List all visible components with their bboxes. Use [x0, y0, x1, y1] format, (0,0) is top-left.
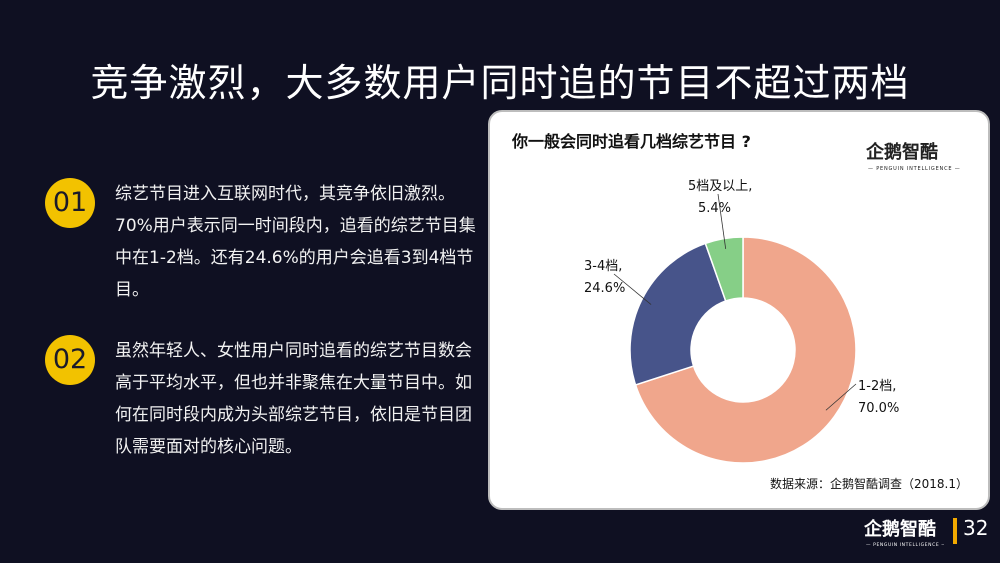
slide-title: 竞争激烈，大多数用户同时追的节目不超过两档	[90, 61, 910, 105]
penguin-intelligence-logo: 企鹅智酷 — PENGUIN INTELLIGENCE —	[865, 141, 961, 172]
leader-line	[613, 273, 652, 305]
chart-panel: 1-2档, 70.0% 3-4档, 24.6% 5档及以上, 5.4% 你一般会同时追看几…	[488, 110, 990, 510]
slice-category-label: 5档及以上,	[688, 179, 752, 194]
leader-line	[717, 193, 727, 250]
point-number-badge: 02	[45, 335, 95, 385]
svg-text:— PENGUIN INTELLIGENCE —: — PENGUIN INTELLIGENCE —	[868, 166, 961, 172]
point-01: 01 综艺节目进入互联网时代，其竞争依旧激烈。70%用户表示同一时间段内，追看的…	[45, 178, 485, 300]
point-text: 虽然年轻人、女性用户同时追看的综艺节目数会高于平均水平，但也并非聚焦在大量节目中…	[115, 341, 472, 457]
leader-line	[825, 383, 857, 411]
slice-value-label: 70.0%	[858, 401, 899, 416]
svg-text:企鹅智酷: 企鹅智酷	[865, 141, 938, 163]
svg-text:— PENGUIN INTELLIGENCE —: — PENGUIN INTELLIGENCE —	[866, 542, 944, 548]
slice-value-label: 5.4%	[698, 201, 731, 216]
footer-logo: 企鹅智酷 — PENGUIN INTELLIGENCE —	[864, 518, 944, 548]
point-number-badge: 01	[45, 178, 95, 228]
footer-divider	[953, 518, 957, 544]
chart-title: 你一般会同时追看几档综艺节目 ?	[512, 132, 751, 151]
slice-value-label: 24.6%	[584, 281, 625, 296]
donut-slice	[634, 236, 857, 464]
page-number: 32	[963, 516, 989, 540]
donut-chart: 1-2档, 70.0% 3-4档, 24.6% 5档及以上, 5.4%	[584, 179, 899, 464]
data-source: 数据来源：企鹅智酷调查（2018.1）	[770, 477, 968, 491]
donut-slice	[704, 236, 744, 302]
point-02: 02 虽然年轻人、女性用户同时追看的综艺节目数会高于平均水平，但也并非聚焦在大量…	[45, 335, 485, 465]
slice-category-label: 1-2档,	[858, 379, 896, 394]
donut-slice	[629, 242, 727, 386]
svg-text:企鹅智酷: 企鹅智酷	[864, 518, 936, 540]
point-text: 综艺节目进入互联网时代，其竞争依旧激烈。70%用户表示同一时间段内，追看的综艺节…	[115, 184, 476, 300]
slice-category-label: 3-4档,	[584, 259, 622, 274]
